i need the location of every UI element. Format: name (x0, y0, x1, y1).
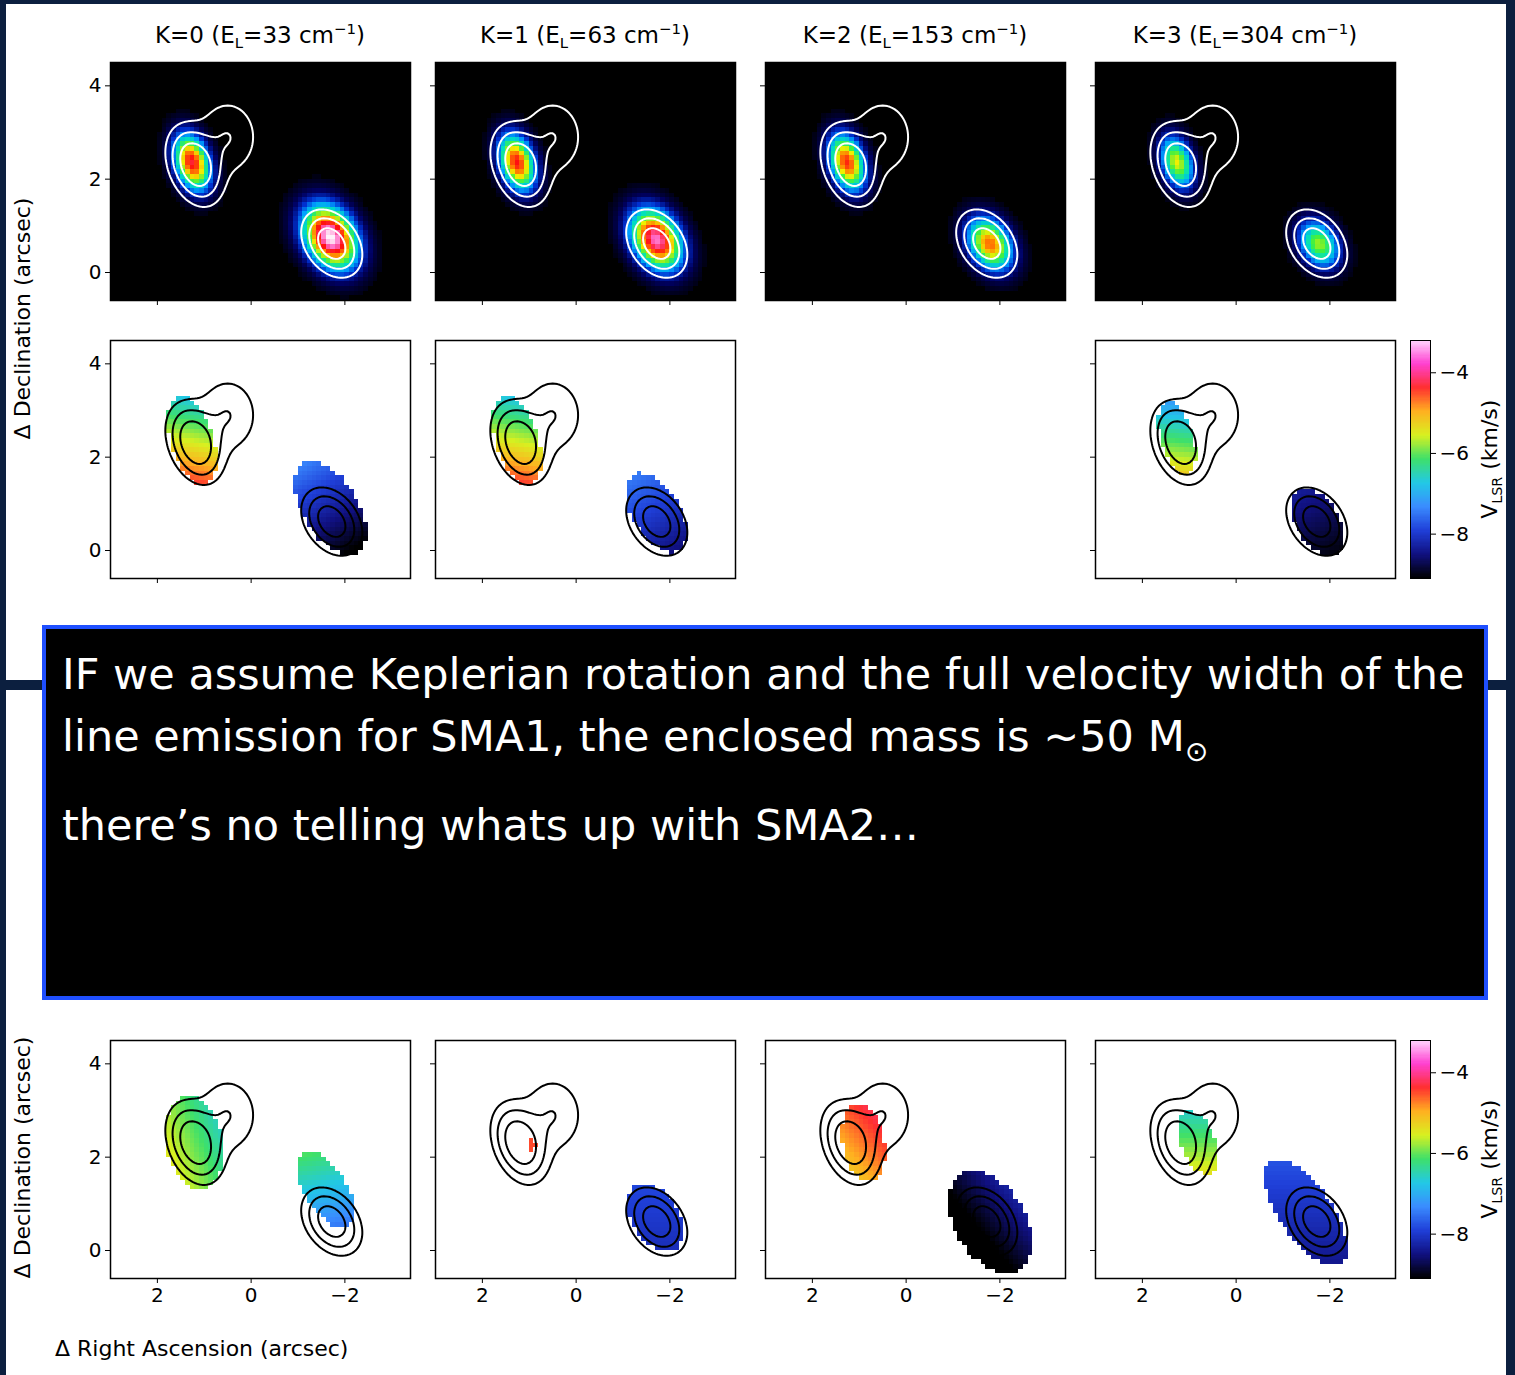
svg-text:4: 4 (89, 351, 102, 375)
html-text:IF we assume Keplerian rotatio: IF we assume Keplerian rotation and the … (62, 649, 1465, 768)
html-text:LSR: LSR (1489, 1176, 1506, 1204)
svg-text:2: 2 (151, 1283, 164, 1307)
svg-text:−2: −2 (985, 1283, 1014, 1307)
html-text:K=3 (EL=304 cm−1): K=3 (EL=304 cm−1) (1132, 20, 1358, 53)
svg-text:2: 2 (806, 1283, 819, 1307)
svg-text:−4: −4 (1440, 360, 1469, 384)
html-text:K=0 (EL=33 cm−1): K=0 (EL=33 cm−1) (155, 20, 365, 53)
html-text:V: V (1476, 1203, 1502, 1219)
svg-text:−4: −4 (1440, 1060, 1469, 1084)
svg-text:0: 0 (89, 260, 102, 284)
svg-text:−8: −8 (1440, 522, 1469, 546)
html-text:(km/s): (km/s) (1476, 1099, 1502, 1177)
html-text:V: V (1476, 503, 1502, 519)
svg-text:0: 0 (89, 538, 102, 562)
html-text:K=2 (EL=153 cm−1): K=2 (EL=153 cm−1) (802, 20, 1028, 53)
svg-text:2: 2 (476, 1283, 489, 1307)
svg-text:4: 4 (89, 1051, 102, 1075)
svg-text:0: 0 (570, 1283, 583, 1307)
svg-text:0: 0 (900, 1283, 913, 1307)
svg-text:2: 2 (89, 445, 102, 469)
html-text:Δ Declination (arcsec): Δ Declination (arcsec) (9, 1036, 35, 1279)
svg-text:−2: −2 (1315, 1283, 1344, 1307)
svg-text:2: 2 (89, 167, 102, 191)
html-text:(km/s): (km/s) (1476, 399, 1502, 477)
svg-text:−6: −6 (1440, 441, 1469, 465)
svg-text:−2: −2 (330, 1283, 359, 1307)
svg-text:−8: −8 (1440, 1222, 1469, 1246)
svg-text:2: 2 (1136, 1283, 1149, 1307)
html-text:there’s no telling whats up wi: there’s no telling whats up with SMA2… (62, 800, 920, 851)
svg-text:2: 2 (89, 1145, 102, 1169)
html-text:Δ Declination (arcsec): Δ Declination (arcsec) (9, 197, 35, 440)
svg-text:0: 0 (245, 1283, 258, 1307)
svg-text:4: 4 (89, 73, 102, 97)
svg-text:0: 0 (89, 1238, 102, 1262)
svg-text:−6: −6 (1440, 1141, 1469, 1165)
svg-text:−2: −2 (655, 1283, 684, 1307)
svg-text:0: 0 (1230, 1283, 1243, 1307)
html-text:LSR: LSR (1489, 476, 1506, 504)
html-text:Δ Right Ascension (arcsec): Δ Right Ascension (arcsec) (55, 1336, 349, 1361)
html-text:K=1 (EL=63 cm−1): K=1 (EL=63 cm−1) (480, 20, 690, 53)
